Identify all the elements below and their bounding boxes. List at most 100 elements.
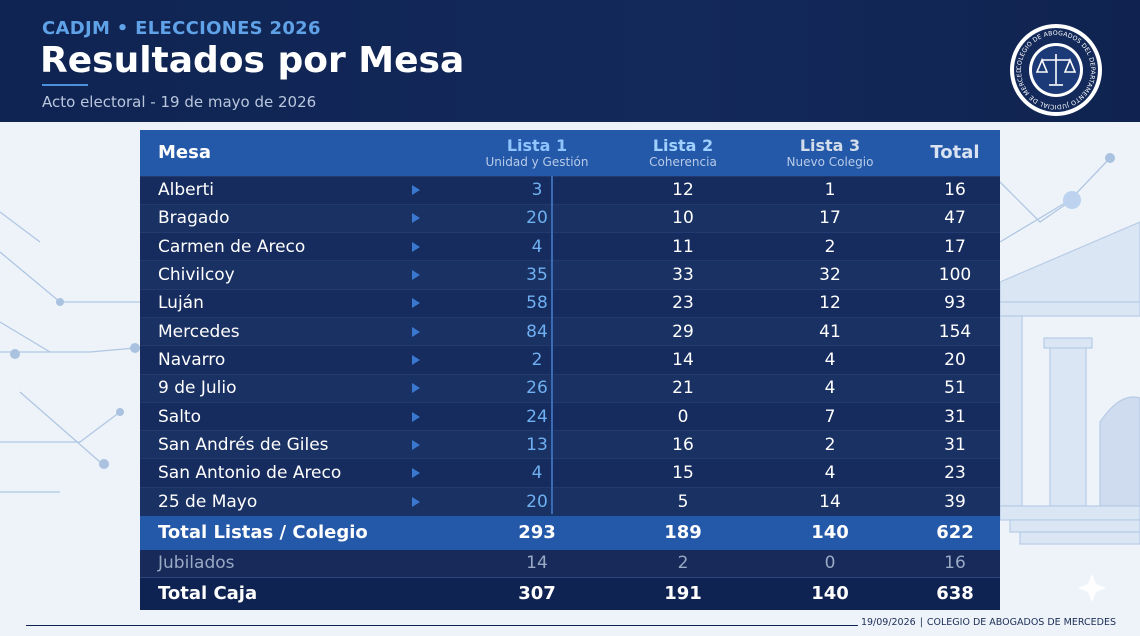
mesa-name: Mercedes xyxy=(140,316,458,346)
lista1-votes: 84 xyxy=(458,316,616,346)
lista3-votes: 2 xyxy=(750,430,910,459)
lista1-subtitle: Unidad y Gestión xyxy=(485,154,589,169)
mesa-label: San Andrés de Giles xyxy=(158,434,329,455)
colegio-seal-logo: COLEGIO DE ABOGADOS DEL DEPARTAMENTO JUD… xyxy=(1008,22,1102,116)
lista2-votes: 12 xyxy=(616,175,750,205)
lista3-votes: 41 xyxy=(750,316,910,346)
lista3-subtitle: Nuevo Colegio xyxy=(786,154,874,169)
footer: 19/09/2026 | COLEGIO DE ABOGADOS DE MERCED… xyxy=(861,617,1116,628)
row-arrow-icon xyxy=(412,439,420,450)
lista2-votes: 15 xyxy=(616,458,750,488)
footer-rule xyxy=(26,625,858,626)
mesa-label: Bragado xyxy=(158,208,230,229)
mesa-name: Navarro xyxy=(140,345,458,375)
jubilados-lista1: 14 xyxy=(526,553,548,574)
table-row: Navarro 2 14 4 20 xyxy=(140,345,1000,375)
scales-of-justice-icon xyxy=(1035,54,1077,86)
total-caja-lista2: 191 xyxy=(616,577,750,610)
results-table: Mesa Lista 1 Unidad y Gestión Lista 2 Co… xyxy=(140,130,1000,610)
row-arrow-icon xyxy=(412,270,420,281)
mesa-label: Alberti xyxy=(158,180,214,201)
lista2-votes: 21 xyxy=(616,373,750,403)
table-row: Chivilcoy 35 33 32 100 xyxy=(140,260,1000,290)
mesa-label: Luján xyxy=(158,293,204,314)
jubilados-total: 16 xyxy=(944,553,966,574)
row-arrow-icon xyxy=(412,298,420,309)
mesa-label: Carmen de Areco xyxy=(158,236,306,257)
table-row: Luján 58 23 12 93 xyxy=(140,288,1000,318)
lista3-votes: 2 xyxy=(750,232,910,261)
lista3-votes: 17 xyxy=(750,203,910,233)
lista2-votes: 16 xyxy=(616,430,750,459)
row-arrow-icon xyxy=(412,354,420,365)
page-subtitle: Acto electoral - 19 de mayo de 2026 xyxy=(42,93,317,111)
row-arrow-icon xyxy=(412,496,420,507)
row-total: 100 xyxy=(910,260,1000,290)
total-listas-lista2: 189 xyxy=(664,522,702,544)
lista3-votes: 4 xyxy=(750,373,910,403)
footer-date: 19/09/2026 xyxy=(860,617,916,628)
column-header-lista3: Lista 3 Nuevo Colegio xyxy=(750,130,910,176)
lista2-votes: 5 xyxy=(616,486,750,516)
row-arrow-icon xyxy=(412,383,420,394)
table-row: Mercedes 84 29 41 154 xyxy=(140,316,1000,346)
header-banner: CADJM • ELECCIONES 2026 Resultados por M… xyxy=(0,0,1140,122)
lista3-votes: 14 xyxy=(750,486,910,516)
row-total: 93 xyxy=(910,288,1000,318)
mesa-name: Alberti xyxy=(140,175,458,205)
lista1-votes: 3 xyxy=(458,175,616,205)
lista3-votes: 4 xyxy=(750,458,910,488)
mesa-label: San Antonio de Areco xyxy=(158,463,342,484)
table-header-row: Mesa Lista 1 Unidad y Gestión Lista 2 Co… xyxy=(140,130,1000,176)
row-total: 51 xyxy=(910,373,1000,403)
footer-separator: | xyxy=(919,617,923,628)
column-header-lista1: Lista 1 Unidad y Gestión xyxy=(458,130,616,176)
table-row: Bragado 20 10 17 47 xyxy=(140,203,1000,233)
total-caja-lista1: 307 xyxy=(458,577,616,610)
lista3-votes: 32 xyxy=(750,260,910,290)
page-title: Resultados por Mesa xyxy=(40,40,465,81)
total-caja-row: Total Caja 307 191 140 638 xyxy=(140,577,1000,610)
table-row: San Antonio de Areco 4 15 4 23 xyxy=(140,458,1000,488)
row-total: 23 xyxy=(910,458,1000,488)
row-total: 31 xyxy=(910,401,1000,431)
row-arrow-icon xyxy=(412,185,420,196)
lista3-votes: 12 xyxy=(750,288,910,318)
lista2-subtitle: Coherencia xyxy=(649,154,717,169)
row-total: 154 xyxy=(910,316,1000,346)
lista1-votes: 24 xyxy=(458,401,616,431)
mesa-label: 25 de Mayo xyxy=(158,491,258,512)
total-listas-total: 622 xyxy=(936,522,974,544)
total-caja-lista3: 140 xyxy=(750,577,910,610)
mesa-name: Bragado xyxy=(140,203,458,233)
jubilados-row: Jubilados 14 2 0 16 xyxy=(140,549,1000,578)
mesa-name: 9 de Julio xyxy=(140,373,458,403)
row-arrow-icon xyxy=(412,411,420,422)
table-row: Carmen de Areco 4 11 2 17 xyxy=(140,232,1000,261)
total-caja-label: Total Caja xyxy=(140,577,458,610)
mesa-name: Salto xyxy=(140,401,458,431)
jubilados-lista2: 2 xyxy=(677,553,689,574)
lista1-votes: 13 xyxy=(458,430,616,459)
row-total: 17 xyxy=(910,232,1000,261)
mesa-name: San Antonio de Areco xyxy=(140,458,458,488)
lista1-votes: 20 xyxy=(458,203,616,233)
lista1-votes: 26 xyxy=(458,373,616,403)
lista1-votes: 58 xyxy=(458,288,616,318)
column-header-lista2: Lista 2 Coherencia xyxy=(616,130,750,176)
table-row: Salto 24 0 7 31 xyxy=(140,401,1000,431)
mesa-label: Mercedes xyxy=(158,321,240,342)
mesa-name: Chivilcoy xyxy=(140,260,458,290)
mesa-name: 25 de Mayo xyxy=(140,486,458,516)
lista2-votes: 14 xyxy=(616,345,750,375)
lista3-votes: 1 xyxy=(750,175,910,205)
mesa-name: Luján xyxy=(140,288,458,318)
lista2-votes: 10 xyxy=(616,203,750,233)
mesa-name: Carmen de Areco xyxy=(140,232,458,261)
footer-org: COLEGIO DE ABOGADOS DE MERCEDES xyxy=(926,617,1116,628)
title-underline xyxy=(42,84,88,86)
mesa-name: San Andrés de Giles xyxy=(140,430,458,459)
table-row: San Andrés de Giles 13 16 2 31 xyxy=(140,430,1000,459)
table-row: 25 de Mayo 20 5 14 39 xyxy=(140,486,1000,516)
total-listas-label: Total Listas / Colegio xyxy=(158,522,368,544)
